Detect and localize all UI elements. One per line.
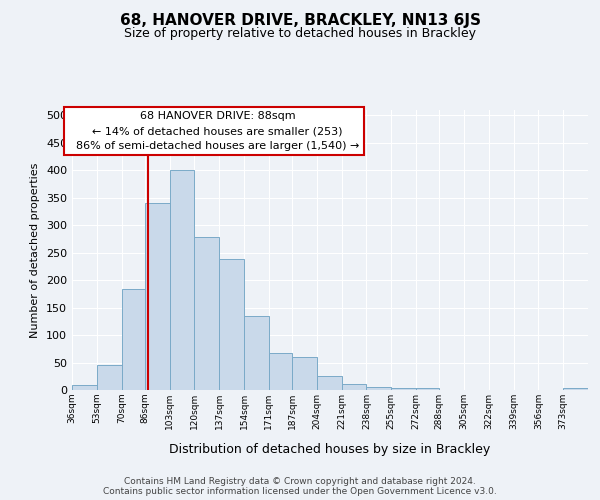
Bar [367, 386, 391, 390]
Bar [244, 316, 269, 390]
Text: Contains public sector information licensed under the Open Government Licence v3: Contains public sector information licen… [103, 488, 497, 496]
Y-axis label: Number of detached properties: Number of detached properties [31, 162, 40, 338]
Text: 68 HANOVER DRIVE: 88sqm
  ← 14% of detached houses are smaller (253)
  86% of se: 68 HANOVER DRIVE: 88sqm ← 14% of detache… [69, 112, 359, 151]
Bar [122, 289, 145, 390]
Bar [416, 388, 439, 390]
Bar [269, 352, 292, 390]
Bar [72, 384, 97, 390]
Bar [194, 238, 219, 390]
Bar [219, 260, 244, 390]
Bar [145, 204, 170, 390]
Text: 68, HANOVER DRIVE, BRACKLEY, NN13 6JS: 68, HANOVER DRIVE, BRACKLEY, NN13 6JS [119, 12, 481, 28]
Bar [317, 376, 341, 390]
Bar [97, 364, 122, 390]
Text: Contains HM Land Registry data © Crown copyright and database right 2024.: Contains HM Land Registry data © Crown c… [124, 478, 476, 486]
Bar [170, 170, 194, 390]
Text: Distribution of detached houses by size in Brackley: Distribution of detached houses by size … [169, 442, 491, 456]
Bar [391, 388, 416, 390]
Bar [563, 388, 588, 390]
Text: Size of property relative to detached houses in Brackley: Size of property relative to detached ho… [124, 28, 476, 40]
Bar [292, 356, 317, 390]
Bar [341, 384, 367, 390]
